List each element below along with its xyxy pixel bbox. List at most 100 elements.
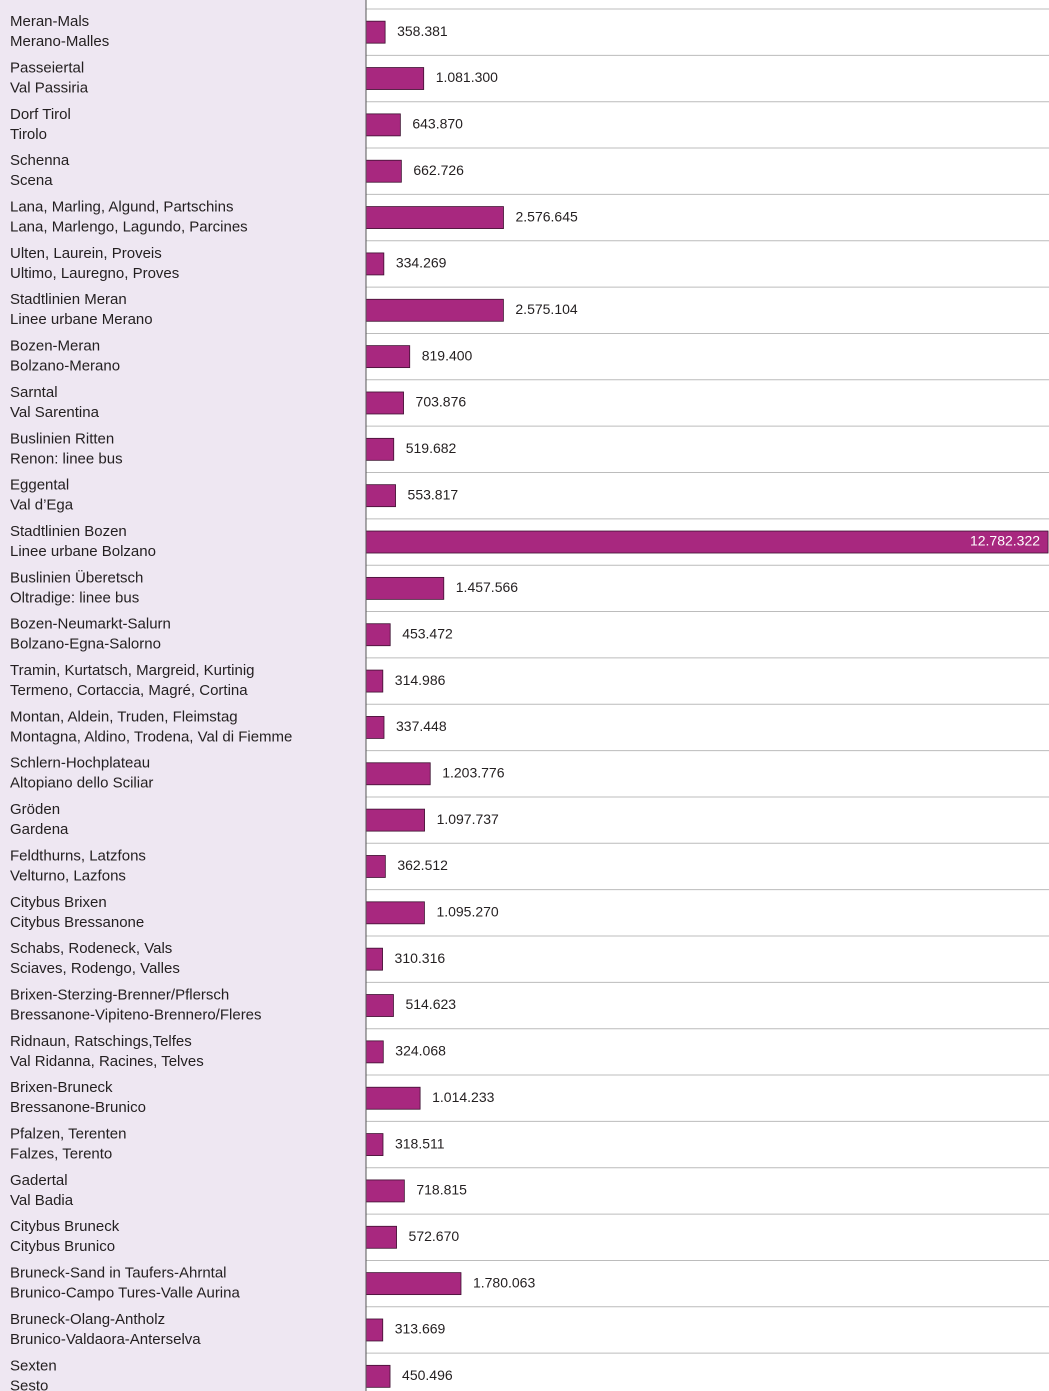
category-label: Bressanone-Brunico bbox=[10, 1099, 146, 1116]
category-label: Buslinien Überetsch bbox=[10, 568, 143, 586]
value-label: 450.496 bbox=[402, 1367, 453, 1383]
category-label: Linee urbane Merano bbox=[10, 311, 153, 328]
bar bbox=[365, 484, 396, 508]
bar bbox=[365, 808, 425, 832]
bar bbox=[365, 716, 385, 739]
category-label: Dorf Tirol bbox=[10, 106, 71, 123]
category-label: Buslinien Ritten bbox=[10, 430, 114, 447]
category-label: Bolzano-Egna-Salorno bbox=[10, 636, 161, 653]
category-label: Altopiano dello Sciliar bbox=[10, 775, 153, 792]
bar bbox=[365, 113, 401, 137]
bar bbox=[365, 67, 425, 90]
value-label: 1.014.233 bbox=[432, 1089, 494, 1105]
value-label: 334.269 bbox=[396, 255, 447, 271]
category-label: Bolzano-Merano bbox=[10, 358, 120, 375]
value-label: 553.817 bbox=[408, 486, 459, 502]
category-label: Renon: linee bus bbox=[10, 450, 123, 467]
category-label: Tramin, Kurtatsch, Margreid, Kurtinig bbox=[10, 662, 255, 679]
category-label: Citybus Brunico bbox=[10, 1238, 115, 1255]
category-label: Bruneck-Olang-Antholz bbox=[10, 1311, 165, 1328]
bar bbox=[365, 1272, 462, 1296]
category-label: Ultimo, Lauregno, Proves bbox=[10, 265, 179, 282]
value-label: 12.782.322 bbox=[970, 533, 1040, 549]
bar bbox=[365, 530, 1049, 554]
category-label: Schenna bbox=[10, 152, 70, 169]
category-label: Oltradige: linee bus bbox=[10, 589, 139, 606]
category-label: Velturno, Lazfons bbox=[10, 867, 126, 884]
bar bbox=[365, 252, 385, 276]
category-label: Bruneck-Sand in Taufers-Ahrntal bbox=[10, 1265, 227, 1282]
category-label: Meran-Mals bbox=[10, 13, 89, 30]
category-label: Schabs, Rodeneck, Vals bbox=[10, 940, 172, 957]
bar bbox=[365, 159, 402, 183]
value-label: 1.097.737 bbox=[437, 811, 499, 827]
value-label: 337.448 bbox=[396, 718, 447, 734]
bar bbox=[365, 947, 383, 971]
category-label: Bozen-Meran bbox=[10, 338, 100, 355]
value-label: 1.081.300 bbox=[436, 69, 498, 85]
category-label: Gardena bbox=[10, 821, 69, 838]
category-label: Citybus Brixen bbox=[10, 894, 107, 911]
bar bbox=[365, 20, 386, 44]
category-label: Brunico-Campo Tures-Valle Aurina bbox=[10, 1285, 240, 1302]
value-label: 1.780.063 bbox=[473, 1274, 535, 1290]
bar bbox=[365, 1133, 384, 1156]
value-label: 318.511 bbox=[395, 1135, 445, 1151]
category-label: Citybus Bruneck bbox=[10, 1218, 120, 1235]
category-label: Lana, Marlengo, Lagundo, Parcines bbox=[10, 219, 248, 236]
bar bbox=[365, 1086, 421, 1110]
category-label: Val d’Ega bbox=[10, 497, 74, 514]
bar bbox=[365, 206, 504, 229]
category-label: Feldthurns, Latzfons bbox=[10, 847, 146, 864]
value-label: 324.068 bbox=[395, 1043, 446, 1059]
label-panel bbox=[0, 0, 366, 1391]
value-label: 2.575.104 bbox=[515, 301, 577, 317]
category-label: Merano-Malles bbox=[10, 33, 109, 50]
category-label: Montagna, Aldino, Trodena, Val di Fiemme bbox=[10, 728, 292, 745]
bar bbox=[365, 345, 411, 369]
bar bbox=[365, 298, 504, 322]
category-label: Pfalzen, Terenten bbox=[10, 1126, 126, 1143]
category-label: Passeiertal bbox=[10, 59, 84, 76]
category-label: Termeno, Cortaccia, Magré, Cortina bbox=[10, 682, 248, 699]
category-label: Sesto bbox=[10, 1377, 48, 1391]
value-label: 358.381 bbox=[397, 23, 448, 39]
category-label: Brixen-Sterzing-Brenner/Pflersch bbox=[10, 986, 229, 1003]
value-label: 453.472 bbox=[402, 625, 453, 641]
value-label: 362.512 bbox=[397, 857, 448, 873]
category-label: Brixen-Bruneck bbox=[10, 1079, 113, 1096]
bar bbox=[365, 855, 386, 878]
bar bbox=[365, 1179, 405, 1203]
category-label: Ulten, Laurein, Proveis bbox=[10, 245, 162, 262]
category-label: Stadtlinien Bozen bbox=[10, 523, 127, 540]
category-label: Bressanone-Vipiteno-Brennero/Fleres bbox=[10, 1006, 262, 1023]
bar bbox=[365, 901, 425, 925]
value-label: 313.669 bbox=[395, 1321, 446, 1337]
category-label: Ridnaun, Ratschings,Telfes bbox=[10, 1033, 192, 1050]
value-label: 310.316 bbox=[395, 950, 446, 966]
bar bbox=[365, 762, 431, 786]
bar bbox=[365, 669, 384, 693]
category-label: Montan, Aldein, Truden, Fleimstag bbox=[10, 708, 238, 725]
category-label: Sarntal bbox=[10, 384, 58, 401]
bar bbox=[365, 1364, 391, 1388]
category-label: Gröden bbox=[10, 801, 60, 818]
category-label: Val Ridanna, Racines, Telves bbox=[10, 1053, 204, 1070]
category-label: Eggental bbox=[10, 477, 69, 494]
bar bbox=[365, 391, 404, 415]
category-label: Linee urbane Bolzano bbox=[10, 543, 156, 560]
value-label: 314.986 bbox=[395, 672, 446, 688]
bar bbox=[365, 1318, 384, 1342]
value-label: 519.682 bbox=[406, 440, 457, 456]
category-label: Bozen-Neumarkt-Salurn bbox=[10, 616, 171, 633]
category-label: Falzes, Terento bbox=[10, 1146, 112, 1163]
value-label: 1.095.270 bbox=[436, 904, 498, 920]
value-label: 2.576.645 bbox=[515, 208, 577, 224]
value-label: 572.670 bbox=[409, 1228, 460, 1244]
category-label: Schlern-Hochplateau bbox=[10, 755, 150, 772]
value-label: 718.815 bbox=[416, 1182, 467, 1198]
category-label: Sciaves, Rodengo, Valles bbox=[10, 960, 180, 977]
bar bbox=[365, 623, 391, 647]
bar bbox=[365, 437, 395, 461]
